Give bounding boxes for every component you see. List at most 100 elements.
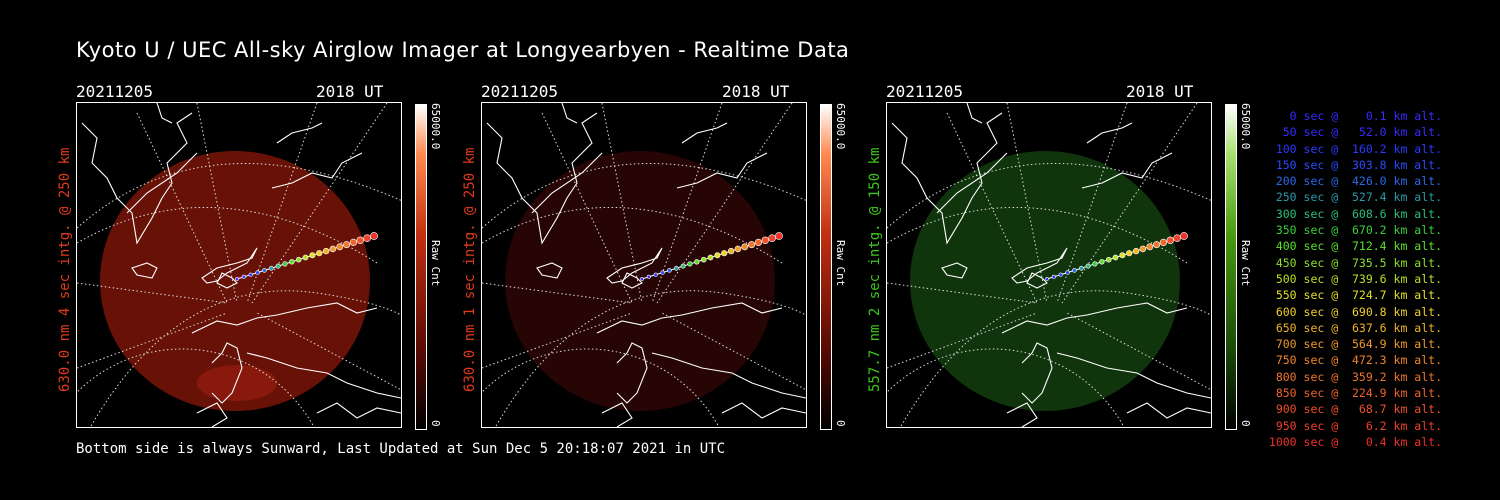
trajectory-point <box>1105 256 1112 263</box>
trajectory-point <box>336 243 344 251</box>
legend-item: 450 sec @ 735.5 km alt. <box>1268 255 1442 270</box>
legend-item: 900 sec @ 68.7 km alt. <box>1268 402 1442 417</box>
panel-1-colorbar-unit: Raw Cnt <box>429 240 442 287</box>
trajectory-point <box>680 263 686 269</box>
trajectory-point <box>1112 254 1119 261</box>
trajectory-point <box>748 241 756 249</box>
trajectory-point <box>262 268 267 273</box>
trajectory-point <box>1173 234 1181 242</box>
footer-status: Bottom side is always Sunward, Last Upda… <box>76 441 726 457</box>
trajectory-point <box>343 241 351 249</box>
trajectory-point <box>646 274 651 279</box>
trajectory-point <box>1099 259 1105 265</box>
trajectory-point <box>721 250 728 257</box>
trajectory-point <box>1078 265 1084 271</box>
trajectory-point <box>1058 272 1063 277</box>
legend-item: 50 sec @ 52.0 km alt. <box>1268 125 1442 140</box>
trajectory-point <box>1045 277 1049 281</box>
trajectory-point <box>1132 247 1140 255</box>
legend-item: 500 sec @ 739.6 km alt. <box>1268 271 1442 286</box>
trajectory-point <box>1126 250 1133 257</box>
trajectory-point <box>370 232 378 240</box>
trajectory-point <box>660 270 665 275</box>
trajectory-point <box>1159 238 1168 246</box>
trajectory-point <box>707 254 714 261</box>
trajectory-point <box>235 277 239 281</box>
panel-2-colorbar-max: 65000.0 <box>834 103 847 150</box>
panel-3-colorbar-max: 65000.0 <box>1239 103 1252 150</box>
legend-item: 950 sec @ 6.2 km alt. <box>1268 418 1442 433</box>
panel-3-date: 20211205 <box>886 82 964 101</box>
trajectory-point <box>640 277 644 281</box>
panel-3-side-label: 557.7 nm 2 sec intg. @ 150 km <box>867 147 883 392</box>
trajectory-point <box>248 272 253 277</box>
legend-item: 350 sec @ 670.2 km alt. <box>1268 223 1442 238</box>
legend-item: 100 sec @ 160.2 km alt. <box>1268 141 1442 156</box>
trajectory-point <box>282 261 288 267</box>
panel-2-colorbar-unit: Raw Cnt <box>834 240 847 287</box>
trajectory-point <box>1139 245 1147 253</box>
trajectory-point <box>316 250 323 257</box>
legend-item: 0 sec @ 0.1 km alt. <box>1268 109 1442 123</box>
panel-3-colorbar-unit: Raw Cnt <box>1239 240 1252 287</box>
trajectory-point <box>309 252 316 259</box>
trajectory-point <box>295 256 302 263</box>
legend-item: 550 sec @ 724.7 km alt. <box>1268 288 1442 303</box>
allsky-image-panel-1 <box>76 102 402 428</box>
trajectory-point <box>268 265 274 271</box>
trajectory-point <box>761 236 769 245</box>
trajectory-point <box>741 243 749 251</box>
allsky-image-panel-3 <box>886 102 1212 428</box>
panel-1-colorbar-min: 0 <box>429 420 442 427</box>
trajectory-point <box>349 238 358 246</box>
panel-3-time: 2018 UT <box>1126 82 1194 101</box>
panel-1-date: 20211205 <box>76 82 154 101</box>
panel-2-colorbar-min: 0 <box>834 420 847 427</box>
legend-item: 400 sec @ 712.4 km alt. <box>1268 239 1442 254</box>
legend-item: 750 sec @ 472.3 km alt. <box>1268 353 1442 368</box>
trajectory-point <box>1085 263 1091 269</box>
legend-item: 700 sec @ 564.9 km alt. <box>1268 337 1442 352</box>
trajectory-point <box>687 261 693 267</box>
trajectory-point <box>329 245 337 253</box>
panel-2-date: 20211205 <box>481 82 559 101</box>
trajectory-point <box>1065 270 1070 275</box>
trajectory-point <box>255 270 260 275</box>
trajectory-point <box>1051 274 1056 279</box>
trajectory-legend: 0 sec @ 0.1 km alt. 50 sec @ 52.0 km alt… <box>1269 108 1442 450</box>
trajectory-point <box>289 259 295 265</box>
trajectory-point <box>241 274 246 279</box>
trajectory-point <box>694 259 700 265</box>
legend-item: 200 sec @ 426.0 km alt. <box>1268 174 1442 189</box>
legend-item: 600 sec @ 690.8 km alt. <box>1268 304 1442 319</box>
panel-2-colorbar <box>820 104 832 430</box>
legend-item: 1000 sec @ 0.4 km alt. <box>1268 434 1442 449</box>
panel-1-colorbar-max: 65000.0 <box>429 103 442 150</box>
trajectory-point <box>667 268 672 273</box>
panel-2-time: 2018 UT <box>722 82 790 101</box>
trajectory-point <box>734 245 742 253</box>
trajectory-point <box>302 254 309 261</box>
trajectory-point <box>700 256 707 263</box>
legend-item: 250 sec @ 527.4 km alt. <box>1268 190 1442 205</box>
panel-2-side-label: 630.0 nm 1 sec intg. @ 250 km <box>462 147 478 392</box>
trajectory-point <box>653 272 658 277</box>
legend-item: 300 sec @ 608.6 km alt. <box>1268 206 1442 221</box>
trajectory-point <box>754 238 763 246</box>
allsky-image-panel-2 <box>481 102 807 428</box>
trajectory-point <box>1119 252 1126 259</box>
panel-1-side-label: 630.0 nm 4 sec intg. @ 250 km <box>57 147 73 392</box>
legend-item: 850 sec @ 224.9 km alt. <box>1268 386 1442 401</box>
legend-item: 150 sec @ 303.8 km alt. <box>1268 157 1442 172</box>
trajectory-point <box>768 234 776 242</box>
legend-item: 650 sec @ 637.6 km alt. <box>1268 320 1442 335</box>
trajectory-point <box>1072 268 1077 273</box>
trajectory-point <box>322 247 330 255</box>
trajectory-point <box>1092 261 1098 267</box>
page-title: Kyoto U / UEC All-sky Airglow Imager at … <box>76 38 850 62</box>
trajectory-point <box>356 236 364 245</box>
panel-1-colorbar <box>415 104 427 430</box>
legend-item: 800 sec @ 359.2 km alt. <box>1268 369 1442 384</box>
trajectory-point <box>275 263 281 269</box>
trajectory-point <box>727 247 735 255</box>
